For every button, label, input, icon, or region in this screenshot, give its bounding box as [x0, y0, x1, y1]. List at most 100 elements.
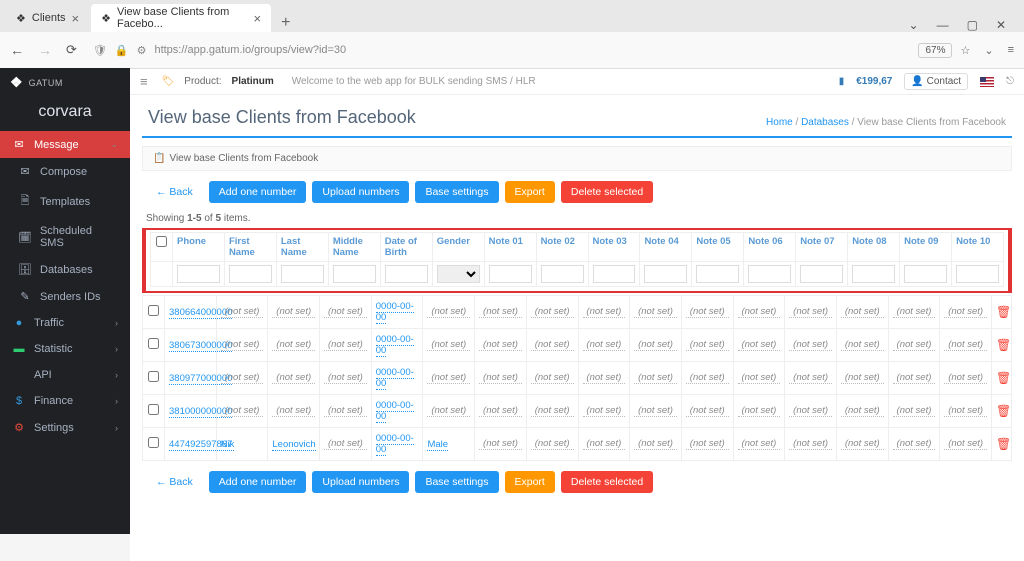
- dob-link[interactable]: 0000-00-00: [376, 400, 414, 423]
- zoom-level[interactable]: 67%: [918, 43, 952, 58]
- close-icon[interactable]: ×: [72, 11, 80, 26]
- col-header[interactable]: Note 03: [588, 233, 640, 262]
- filter-input[interactable]: [644, 265, 687, 283]
- cell-link[interactable]: Male: [427, 439, 448, 451]
- maximize-icon[interactable]: ▢: [967, 18, 978, 32]
- filter-input[interactable]: [281, 265, 324, 283]
- sidebar-item-scheduled-sms[interactable]: 🗓Scheduled SMS: [0, 218, 130, 256]
- col-header[interactable]: Note 07: [796, 233, 848, 262]
- hamburger-icon[interactable]: ≡: [140, 74, 148, 89]
- sidebar-item-finance[interactable]: $Finance›: [0, 388, 130, 414]
- back-link[interactable]: ← Back: [146, 471, 203, 493]
- sidebar-item-traffic[interactable]: ●Traffic›: [0, 310, 130, 336]
- col-header[interactable]: Note 10: [952, 233, 1004, 262]
- back-link[interactable]: ← Back: [146, 181, 203, 203]
- col-header[interactable]: Note 05: [692, 233, 744, 262]
- contact-button[interactable]: 👤 Contact: [904, 73, 968, 90]
- col-header[interactable]: Note 01: [484, 233, 536, 262]
- menu-icon[interactable]: ≡: [1008, 44, 1014, 56]
- upload-numbers-button[interactable]: Upload numbers: [312, 181, 409, 203]
- cell-link[interactable]: Nik: [221, 439, 235, 451]
- add-number-button[interactable]: Add one number: [209, 181, 307, 203]
- url-bar[interactable]: 🛡 🔒 ⚙ https://app.gatum.io/groups/view?i…: [85, 44, 911, 57]
- cell-link[interactable]: Leonovich: [272, 439, 315, 451]
- sidebar-item-message[interactable]: ✉Message⌄: [0, 131, 130, 158]
- delete-row-icon[interactable]: 🗑: [996, 437, 1011, 451]
- forward-icon[interactable]: →: [38, 42, 52, 58]
- delete-row-icon[interactable]: 🗑: [996, 305, 1011, 319]
- shield-icon[interactable]: 🛡: [93, 44, 107, 57]
- browser-tab[interactable]: ❖ Clients ×: [6, 4, 89, 32]
- lock-icon[interactable]: 🔒: [115, 44, 129, 57]
- filter-input[interactable]: [904, 265, 947, 283]
- col-header[interactable]: Phone: [173, 233, 225, 262]
- col-header[interactable]: Last Name: [276, 233, 328, 262]
- sidebar-item-compose[interactable]: ✉Compose: [0, 158, 130, 185]
- filter-input[interactable]: [956, 265, 999, 283]
- delete-selected-button[interactable]: Delete selected: [561, 181, 653, 203]
- filter-input[interactable]: [800, 265, 843, 283]
- delete-row-icon[interactable]: 🗑: [996, 371, 1011, 385]
- col-header[interactable]: Note 02: [536, 233, 588, 262]
- reload-icon[interactable]: ⟳: [66, 42, 77, 58]
- close-icon[interactable]: ×: [254, 11, 262, 26]
- phone-link[interactable]: 380664000000: [169, 307, 232, 319]
- row-checkbox[interactable]: [148, 371, 159, 382]
- filter-input[interactable]: [852, 265, 895, 283]
- sidebar-item-templates[interactable]: 🗎Templates: [0, 185, 130, 218]
- filter-gender[interactable]: [437, 265, 480, 283]
- filter-input[interactable]: [229, 265, 272, 283]
- dob-link[interactable]: 0000-00-00: [376, 367, 414, 390]
- star-icon[interactable]: ☆: [960, 44, 970, 57]
- upload-numbers-button[interactable]: Upload numbers: [312, 471, 409, 493]
- balance[interactable]: €199,67: [856, 76, 892, 87]
- filter-input[interactable]: [489, 265, 532, 283]
- crumb-databases[interactable]: Databases: [801, 117, 849, 128]
- chevron-down-icon[interactable]: ⌄: [909, 18, 919, 32]
- sidebar-item-settings[interactable]: ⚙Settings›: [0, 414, 130, 441]
- filter-input[interactable]: [748, 265, 791, 283]
- export-button[interactable]: Export: [505, 471, 555, 493]
- col-header[interactable]: Note 04: [640, 233, 692, 262]
- crumb-home[interactable]: Home: [766, 117, 793, 128]
- col-header[interactable]: Note 09: [900, 233, 952, 262]
- delete-selected-button[interactable]: Delete selected: [561, 471, 653, 493]
- phone-link[interactable]: 381000000000: [169, 406, 232, 418]
- dob-link[interactable]: 0000-00-00: [376, 301, 414, 324]
- col-header[interactable]: Note 06: [744, 233, 796, 262]
- row-checkbox[interactable]: [148, 305, 159, 316]
- browser-tab-active[interactable]: ❖ View base Clients from Facebo... ×: [91, 4, 271, 32]
- phone-link[interactable]: 380977000000: [169, 373, 232, 385]
- sidebar-item-senders-ids[interactable]: ✎Senders IDs: [0, 283, 130, 310]
- filter-input[interactable]: [593, 265, 636, 283]
- col-header[interactable]: Gender: [432, 233, 484, 262]
- add-number-button[interactable]: Add one number: [209, 471, 307, 493]
- export-button[interactable]: Export: [505, 181, 555, 203]
- new-tab-button[interactable]: +: [273, 14, 298, 32]
- pocket-icon[interactable]: ⌄: [984, 44, 993, 57]
- col-header[interactable]: First Name: [224, 233, 276, 262]
- sidebar-item-statistic[interactable]: ▬Statistic›: [0, 336, 130, 362]
- col-header[interactable]: Date of Birth: [380, 233, 432, 262]
- row-checkbox[interactable]: [148, 404, 159, 415]
- col-header[interactable]: Middle Name: [328, 233, 380, 262]
- close-window-icon[interactable]: ✕: [996, 18, 1006, 32]
- permissions-icon[interactable]: ⚙: [137, 44, 147, 57]
- flag-icon[interactable]: [980, 77, 994, 87]
- row-checkbox[interactable]: [148, 338, 159, 349]
- dob-link[interactable]: 0000-00-00: [376, 433, 414, 456]
- col-header[interactable]: Note 08: [848, 233, 900, 262]
- delete-row-icon[interactable]: 🗑: [996, 404, 1011, 418]
- back-icon[interactable]: ←: [10, 42, 24, 58]
- delete-row-icon[interactable]: 🗑: [996, 338, 1011, 352]
- base-settings-button[interactable]: Base settings: [415, 471, 498, 493]
- filter-input[interactable]: [696, 265, 739, 283]
- minimize-icon[interactable]: —: [937, 18, 949, 32]
- select-all-checkbox[interactable]: [156, 236, 167, 247]
- filter-input[interactable]: [333, 265, 376, 283]
- sidebar-item-databases[interactable]: 🗄Databases: [0, 256, 130, 283]
- filter-input[interactable]: [385, 265, 428, 283]
- sidebar-item-api[interactable]: API›: [0, 362, 130, 388]
- filter-input[interactable]: [177, 265, 220, 283]
- base-settings-button[interactable]: Base settings: [415, 181, 498, 203]
